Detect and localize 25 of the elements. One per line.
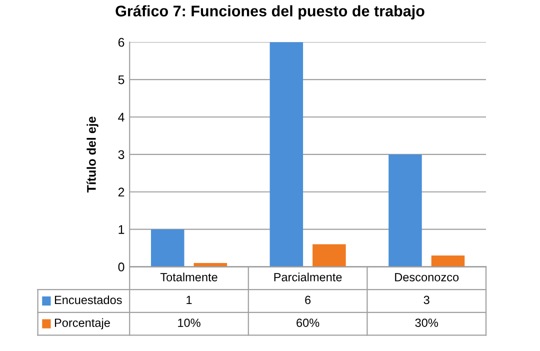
x-tick-label: Totalmente bbox=[160, 272, 218, 282]
x-tick-label: Desconozco bbox=[395, 273, 459, 282]
data-label: 60% bbox=[296, 318, 320, 327]
data-label: 1 bbox=[186, 296, 192, 304]
y-tick-label: 6 bbox=[118, 38, 124, 47]
chart-title: Gráfico 7: Funciones del puesto de trabajo bbox=[116, 5, 424, 20]
data-label: 30% bbox=[415, 318, 438, 327]
data-label: 6 bbox=[305, 296, 311, 304]
y-tick-label: 1 bbox=[118, 225, 124, 234]
y-tick-label: 5 bbox=[118, 75, 124, 84]
y-tick-label: 2 bbox=[118, 188, 124, 196]
y-tick-label: 4 bbox=[118, 112, 124, 122]
y-tick-label: 3 bbox=[118, 150, 124, 160]
y-tick-label: 0 bbox=[118, 262, 124, 272]
bar bbox=[150, 229, 184, 267]
data-label: 3 bbox=[424, 296, 430, 304]
x-tick-label: Parcialmente bbox=[274, 272, 342, 282]
legend-label: Encuestados bbox=[54, 295, 122, 304]
y-axis-title: Título del eje bbox=[86, 116, 98, 192]
bar bbox=[270, 42, 304, 267]
bar bbox=[388, 154, 422, 267]
legend-label: Porcentaje bbox=[54, 318, 110, 330]
bar bbox=[312, 244, 346, 267]
data-label: 10% bbox=[178, 318, 200, 327]
bar bbox=[431, 256, 465, 267]
